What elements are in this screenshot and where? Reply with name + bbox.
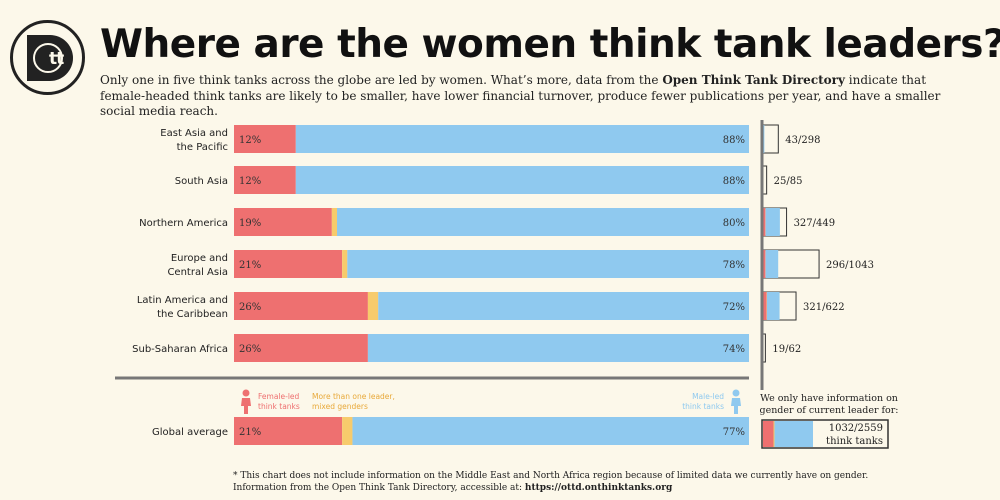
legend-mixed-line2: mixed genders [312,402,368,411]
global-coverage-label: 1032/2559 [829,423,883,434]
coverage-female-fill [762,250,766,278]
coverage-total-box [761,124,779,154]
category-label: the Caribbean [157,309,228,320]
logo-d-shape: tt [27,35,73,81]
coverage-label: 327/449 [794,218,836,229]
category-label: South Asia [175,176,228,187]
global-average-label: Global average [152,427,228,438]
row-male-label: 80% [723,218,745,229]
logo: tt [10,20,85,95]
footnote: * This chart does not include informatio… [233,470,868,494]
row-female-bar [234,166,296,194]
page-title: Where are the women think tank leaders? [100,22,1000,67]
category-label: Northern America [139,218,228,229]
legend-female-line1: Female-led [258,392,300,401]
coverage-male-fill [765,208,780,236]
global-female-label: 21% [239,427,261,438]
row-male-bar [367,334,749,362]
footnote-line2: Information from the Open Think Tank Dir… [233,482,868,494]
row-male-bar [337,208,749,236]
coverage-note-line2: gender of current leader for: [759,405,898,416]
legend-female-line2: think tanks [258,402,300,411]
row-male-label: 88% [723,135,745,146]
legend-male-line1: Male-led [692,392,724,401]
coverage-label: 25/85 [774,176,803,187]
row-mixed-bar [331,208,337,236]
male-person-icon-head [732,389,740,397]
row-mixed-bar [342,250,348,278]
global-coverage-female-fill [763,421,774,447]
row-female-label: 19% [239,218,261,229]
coverage-label: 43/298 [785,135,820,146]
category-label: the Pacific [177,142,228,153]
row-female-label: 26% [239,344,261,355]
male-person-icon-body [731,398,741,414]
global-male-label: 77% [723,427,745,438]
category-label: Europe and [171,253,228,264]
row-female-bar [234,334,368,362]
row-male-label: 78% [723,260,745,271]
category-label: Latin America and [137,295,228,306]
coverage-label: 321/622 [803,302,845,313]
coverage-label: 296/1043 [826,260,874,271]
coverage-male-fill [766,292,780,320]
subtitle-part2: indicate that female-headed think tanks … [100,73,941,118]
coverage-label: 19/62 [772,344,801,355]
row-male-bar [347,250,749,278]
row-female-label: 12% [239,135,261,146]
row-male-label: 72% [723,302,745,313]
row-male-bar [295,125,749,153]
row-female-bar [234,250,343,278]
row-male-bar [295,166,749,194]
subtitle: Only one in five think tanks across the … [100,73,960,120]
global-female-bar [234,417,343,445]
category-label: Sub-Saharan Africa [132,344,228,355]
female-person-icon-body [241,398,251,414]
footnote-url: https://ottd.onthinktanks.org [524,483,673,493]
coverage-female-fill [762,208,766,236]
row-mixed-bar [367,292,379,320]
row-male-label: 88% [723,176,745,187]
row-female-bar [234,208,332,236]
footnote-line1: * This chart does not include informatio… [233,471,869,481]
global-male-bar [352,417,749,445]
global-coverage-mixed-fill [773,421,775,447]
category-label: Central Asia [167,267,228,278]
footnote-prefix: Information from the Open Think Tank Dir… [233,483,525,493]
global-mixed-bar [342,417,353,445]
row-female-label: 21% [239,260,261,271]
row-male-label: 74% [723,344,745,355]
subtitle-bold: Open Think Tank Directory [662,73,845,87]
row-male-bar [378,292,749,320]
coverage-female-fill [762,292,767,320]
coverage-male-fill [765,250,779,278]
global-coverage-male-fill [774,421,813,447]
legend-male-line2: think tanks [682,402,724,411]
row-female-label: 26% [239,302,261,313]
row-female-bar [234,292,368,320]
legend-mixed-line1: More than one leader, [312,392,395,401]
category-label: East Asia and [160,128,228,139]
logo-circle [33,43,63,73]
row-female-label: 12% [239,176,261,187]
female-person-icon-head [242,389,250,397]
logo-text: tt [49,49,64,69]
row-female-bar [234,125,296,153]
subtitle-part1: Only one in five think tanks across the … [100,73,663,87]
coverage-note-line1: We only have information on [760,393,898,404]
global-coverage-unit: think tanks [826,436,883,447]
